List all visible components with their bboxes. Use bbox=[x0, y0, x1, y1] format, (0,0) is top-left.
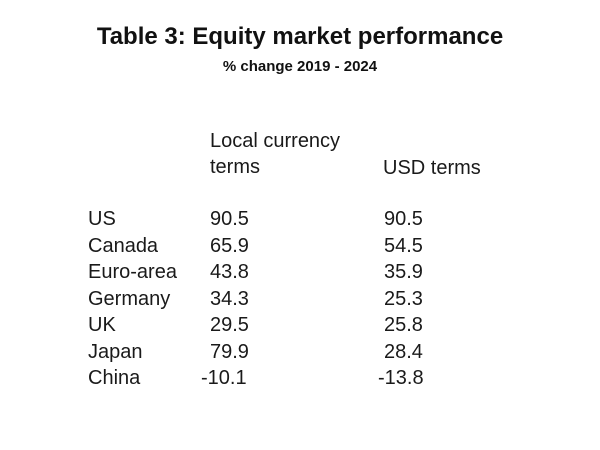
local-currency-cell: -10.1 bbox=[201, 367, 247, 389]
country-cell: China bbox=[88, 367, 141, 389]
country-cell: Canada bbox=[88, 234, 159, 257]
usd-cell: 90.5 bbox=[384, 208, 423, 230]
table-row: China -10.1 -13.8 bbox=[88, 365, 488, 392]
equity-table: US 90.5 90.5 Canada 65.9 54.5 Euro-area … bbox=[88, 206, 488, 392]
table-row: US 90.5 90.5 bbox=[88, 206, 488, 233]
country-cell: Japan bbox=[88, 340, 143, 363]
country-cell: Germany bbox=[88, 287, 171, 310]
usd-cell: 25.8 bbox=[384, 314, 423, 336]
usd-cell: 54.5 bbox=[384, 234, 423, 257]
usd-cell: 25.3 bbox=[384, 287, 423, 310]
table-row: UK 29.5 25.8 bbox=[88, 312, 488, 339]
country-cell: UK bbox=[88, 314, 116, 336]
table-row: Japan 79.9 28.4 bbox=[88, 339, 488, 366]
column-header-local-currency: Local currency terms bbox=[210, 130, 341, 178]
local-currency-cell: 79.9 bbox=[210, 340, 249, 363]
local-currency-cell: 90.5 bbox=[210, 208, 249, 230]
table-title: Table 3: Equity market performance bbox=[96, 23, 504, 50]
local-currency-cell: 65.9 bbox=[210, 234, 249, 257]
table-subtitle: % change 2019 - 2024 bbox=[222, 58, 378, 75]
column-header-usd: USD terms bbox=[383, 157, 481, 179]
country-cell: US bbox=[88, 208, 116, 230]
table-row: Euro-area 43.8 35.9 bbox=[88, 259, 488, 286]
usd-cell: -13.8 bbox=[378, 367, 424, 389]
local-currency-cell: 43.8 bbox=[210, 261, 249, 283]
country-cell: Euro-area bbox=[88, 261, 177, 283]
local-currency-cell: 29.5 bbox=[210, 314, 249, 336]
local-currency-cell: 34.3 bbox=[210, 287, 249, 310]
usd-cell: 35.9 bbox=[384, 261, 423, 283]
table-row: Germany 34.3 25.3 bbox=[88, 286, 488, 313]
table-row: Canada 65.9 54.5 bbox=[88, 233, 488, 260]
usd-cell: 28.4 bbox=[384, 340, 423, 363]
